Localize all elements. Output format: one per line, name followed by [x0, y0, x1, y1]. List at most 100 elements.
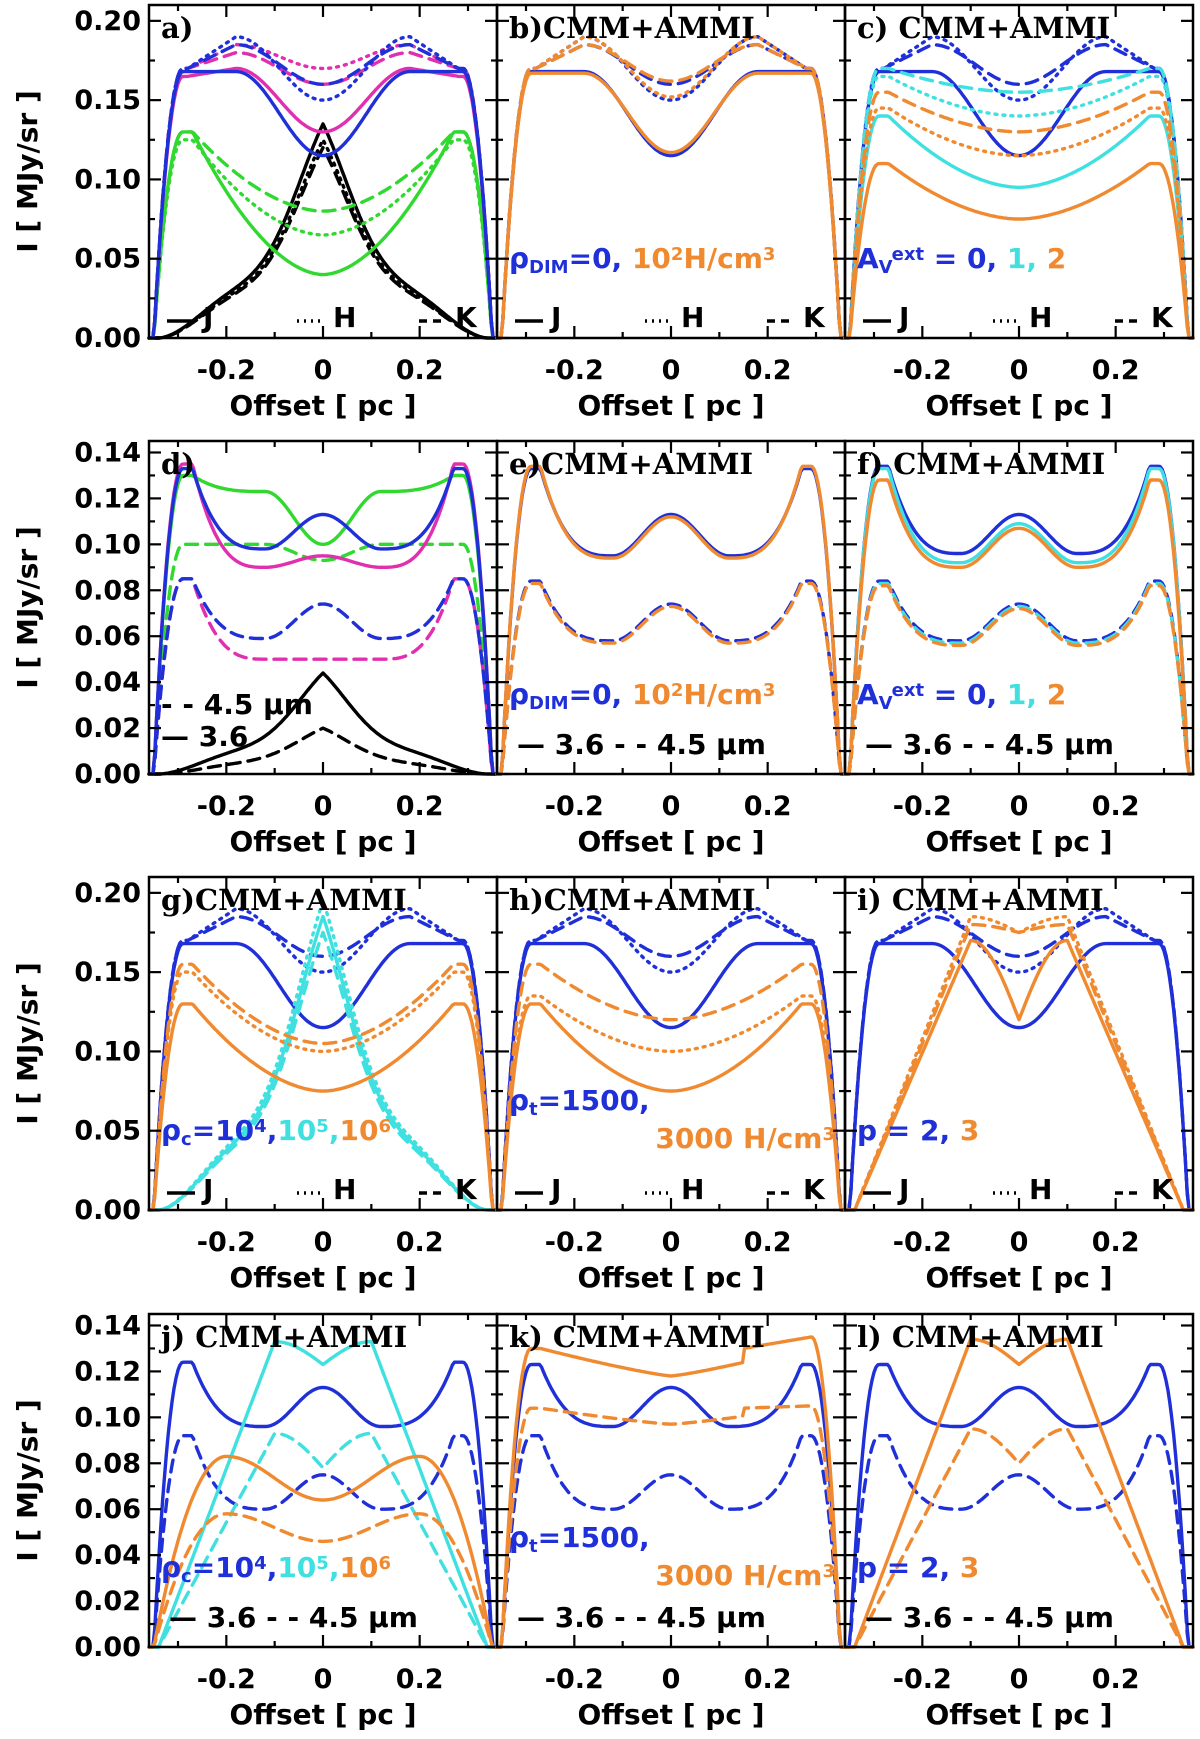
series-green-4-5 [147, 542, 499, 776]
y-tick-label: 0.02 [74, 713, 141, 744]
series-magenta-3-6 [147, 462, 499, 776]
series-orange-4-5 [843, 1427, 1195, 1649]
series-blue-h [147, 35, 499, 340]
legend-label: H [681, 301, 704, 334]
panel-title: i) CMM+AMMI [857, 883, 1104, 917]
series-blue-3-6 [843, 464, 1195, 776]
x-axis-label: Offset [ pc ] [925, 389, 1112, 422]
y-tick-label: 0.04 [74, 1540, 141, 1571]
x-tick-label: 0 [1010, 1664, 1029, 1695]
legend-label: K [455, 1173, 478, 1206]
parameter-annotation-2: 3000 H/cm3 [655, 1122, 835, 1155]
x-tick-label: 0.2 [744, 791, 792, 822]
y-tick-label: 0.08 [74, 575, 141, 606]
x-tick-label: -0.2 [893, 355, 952, 386]
series-magenta-h [147, 42, 499, 340]
legend-label: K [455, 301, 478, 334]
irac-legend-36: — 3.6 [161, 720, 248, 753]
x-tick-label: 0.2 [744, 1664, 792, 1695]
irac-legend-45: - - 4.5 μm [161, 688, 313, 721]
y-tick-label: 0.04 [74, 667, 141, 698]
series-orange-k [843, 90, 1195, 340]
x-tick-label: 0 [314, 791, 333, 822]
y-tick-label: 0.06 [74, 621, 141, 652]
series-black-h [147, 138, 499, 340]
plot-frame [495, 3, 847, 340]
x-tick-label: 0.2 [396, 791, 444, 822]
series-green-j [147, 130, 499, 340]
series-cyan-j [147, 914, 499, 1212]
series-blue-4-5 [147, 577, 499, 776]
x-tick-label: -0.2 [197, 1227, 256, 1258]
series-blue-h [843, 907, 1195, 1212]
y-axis-label: I [ MJy/sr ] [11, 526, 44, 689]
series-orange-k [147, 962, 499, 1212]
series-blue-k [495, 42, 847, 340]
x-tick-label: 0 [662, 1664, 681, 1695]
x-axis-label: Offset [ pc ] [925, 825, 1112, 858]
series-black-3-6 [147, 671, 499, 776]
y-tick-label: 0.10 [74, 1036, 141, 1067]
series-black-4-5 [147, 726, 499, 776]
parameter-annotation: ρt=1500, [509, 1521, 650, 1557]
legend-label: K [1151, 1173, 1174, 1206]
series-orange-j [495, 71, 847, 340]
series-blue-k [147, 914, 499, 1212]
series-blue-j [147, 941, 499, 1212]
plot-frame [147, 3, 499, 340]
series-blue-4-5 [495, 1434, 847, 1649]
irac-legend: — 3.6 - - 4.5 μm [865, 1601, 1114, 1634]
series-orange-j [843, 938, 1195, 1212]
x-axis-label: Offset [ pc ] [925, 1698, 1112, 1731]
panel-title: l) CMM+AMMI [857, 1320, 1104, 1354]
y-tick-label: 0.15 [74, 85, 141, 116]
x-tick-label: 0 [1010, 355, 1029, 386]
parameter-annotation: ρc=104,105,106 [161, 1551, 391, 1587]
series-blue-3-6 [147, 1360, 499, 1649]
panel-title: h)CMM+AMMI [509, 883, 756, 917]
parameter-annotation: ρc=104,105,106 [161, 1114, 391, 1150]
x-tick-label: 0 [662, 791, 681, 822]
y-tick-label: 0.14 [74, 1310, 141, 1341]
x-tick-label: -0.2 [893, 1664, 952, 1695]
legend-label: H [1029, 301, 1052, 334]
series-orange-3-6 [495, 464, 847, 776]
series-magenta-4-5 [147, 577, 499, 776]
series-orange-3-6 [147, 1454, 499, 1649]
y-tick-label: 0.10 [74, 1402, 141, 1433]
legend-label: J [201, 301, 213, 334]
series-orange-h [495, 35, 847, 340]
series-blue-k [147, 42, 499, 340]
x-axis-label: Offset [ pc ] [229, 825, 416, 858]
y-tick-label: 0.20 [74, 6, 141, 37]
panel-title: g)CMM+AMMI [161, 883, 407, 917]
x-tick-label: 0.2 [744, 1227, 792, 1258]
legend-label: J [549, 1173, 561, 1206]
series-green-h [147, 138, 499, 340]
plot-frame [843, 875, 1195, 1212]
y-tick-label: 0.02 [74, 1586, 141, 1617]
series-orange-j [147, 1002, 499, 1212]
panel-title: d) [161, 447, 195, 481]
irac-legend: — 3.6 - - 4.5 μm [865, 728, 1114, 761]
y-tick-label: 0.06 [74, 1494, 141, 1525]
series-cyan-3-6 [147, 1339, 499, 1649]
y-tick-label: 0.00 [74, 1632, 141, 1663]
series-cyan-k [843, 66, 1195, 340]
x-tick-label: -0.2 [197, 355, 256, 386]
y-tick-label: 0.14 [74, 437, 141, 468]
legend-label: H [681, 1173, 704, 1206]
x-tick-label: 0.2 [396, 355, 444, 386]
x-tick-label: 0.2 [396, 1227, 444, 1258]
y-tick-label: 0.20 [74, 878, 141, 909]
legend-label: J [897, 301, 909, 334]
y-axis-label: I [ MJy/sr ] [11, 1399, 44, 1562]
x-tick-label: 0 [1010, 791, 1029, 822]
